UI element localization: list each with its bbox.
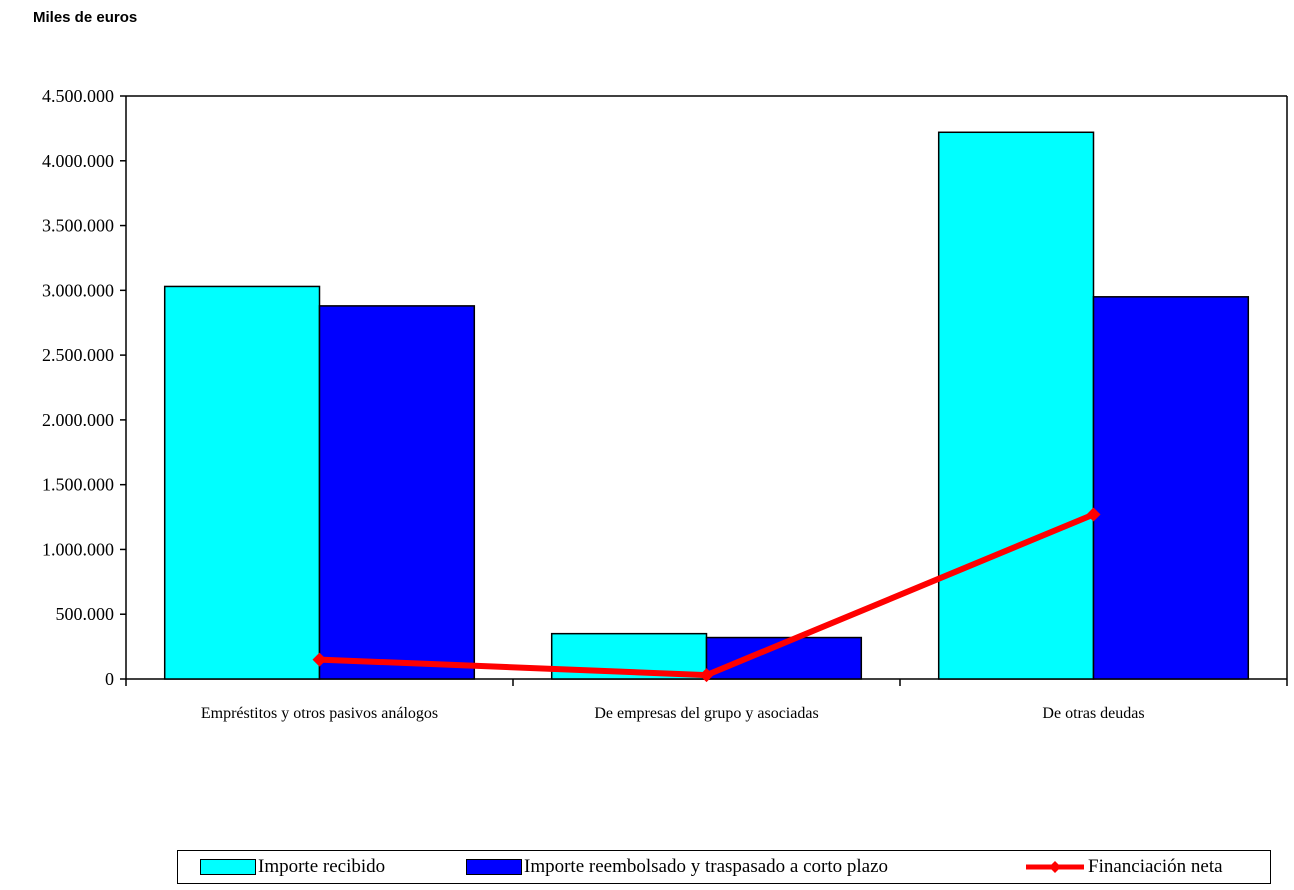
bars	[163, 131, 1250, 680]
bar	[1092, 296, 1250, 680]
unit-label: Miles de euros	[33, 9, 138, 26]
x-category-label: De empresas del grupo y asociadas	[594, 705, 818, 722]
x-axis: Empréstitos y otros pasivos análogos De e…	[125, 679, 1288, 722]
y-tick-label: 0	[105, 669, 114, 689]
net-line-point	[312, 652, 327, 667]
legend-swatch-importe-recibido	[200, 859, 256, 875]
legend-item-importe-recibido: Importe recibido	[200, 851, 385, 883]
legend-swatch-importe-reembolsado	[466, 859, 522, 875]
legend-item-importe-reembolsado: Importe reembolsado y traspasado a corto…	[466, 851, 888, 883]
chart: 0 500.000 1.000.000 1.500.000 2.000.000 2.500…	[42, 86, 1288, 722]
y-tick-label: 2.500.000	[42, 345, 114, 365]
y-tick-label: 1.000.000	[42, 539, 114, 559]
legend-label-importe-reembolsado: Importe reembolsado y traspasado a corto…	[524, 856, 889, 877]
y-tick-label: 3.500.000	[42, 216, 114, 236]
bar	[163, 285, 321, 680]
y-tick-label: 1.500.000	[42, 475, 114, 495]
y-tick-label: 500.000	[56, 604, 115, 624]
net-line	[312, 507, 1101, 683]
x-category-label: Empréstitos y otros pasivos análogos	[201, 705, 438, 722]
y-tick-label: 2.000.000	[42, 410, 114, 430]
legend-swatch-financiacion-neta	[1024, 859, 1086, 875]
net-line-point	[1086, 507, 1101, 522]
y-tick-label: 4.500.000	[42, 86, 114, 106]
legend: Importe recibido Importe reembolsado y t…	[177, 850, 1271, 884]
bar	[937, 131, 1095, 680]
net-line-point	[699, 668, 714, 683]
y-tick-label: 3.000.000	[42, 280, 114, 300]
legend-label-financiacion-neta: Financiación neta	[1088, 856, 1223, 877]
legend-item-financiacion-neta: Financiación neta	[1024, 851, 1223, 883]
bar	[318, 305, 476, 680]
y-axis: 0 500.000 1.000.000 1.500.000 2.000.000 2.500…	[42, 86, 126, 689]
legend-label-importe-recibido: Importe recibido	[258, 856, 386, 877]
y-tick-label: 4.000.000	[42, 151, 114, 171]
x-category-label: De otras deudas	[1042, 705, 1144, 722]
